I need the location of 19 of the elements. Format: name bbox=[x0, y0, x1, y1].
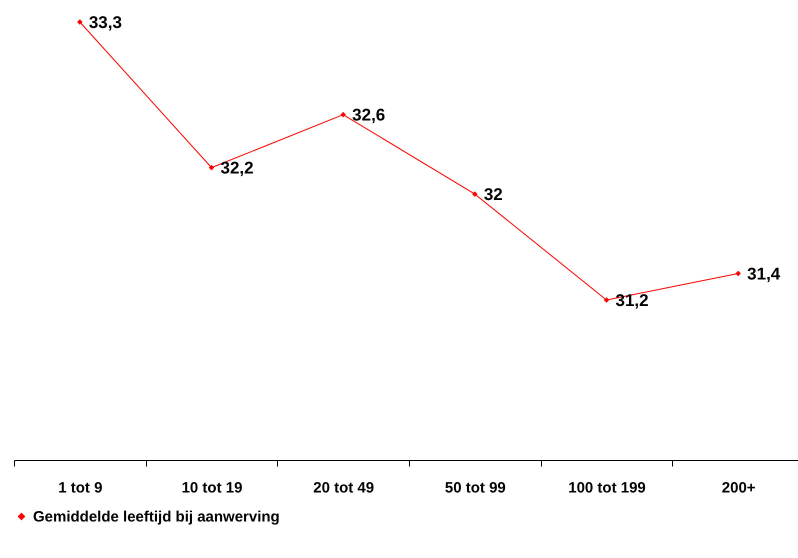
x-tick-label: 20 tot 49 bbox=[313, 480, 374, 496]
point bbox=[340, 112, 346, 118]
data-label: 33,3 bbox=[88, 13, 122, 32]
x-tick-label: 100 tot 199 bbox=[568, 480, 646, 496]
data-label: 32,2 bbox=[220, 158, 254, 178]
x-tick-label: 1 tot 9 bbox=[58, 480, 102, 496]
point bbox=[77, 19, 83, 25]
x-tick-label: 10 tot 19 bbox=[182, 480, 242, 496]
point bbox=[604, 297, 610, 303]
data-label: 31,2 bbox=[616, 291, 649, 310]
x-tick-label: 200+ bbox=[722, 480, 756, 496]
data-label: 31,4 bbox=[747, 264, 781, 284]
legend-label: Gemiddelde leeftijd bij aanwerving bbox=[33, 508, 280, 526]
point bbox=[472, 191, 478, 197]
point bbox=[208, 164, 214, 170]
x-tick-label: 50 tot 99 bbox=[444, 480, 506, 496]
data-label: 32 bbox=[484, 185, 503, 204]
point bbox=[735, 270, 741, 276]
data-label: 32,6 bbox=[352, 106, 386, 125]
